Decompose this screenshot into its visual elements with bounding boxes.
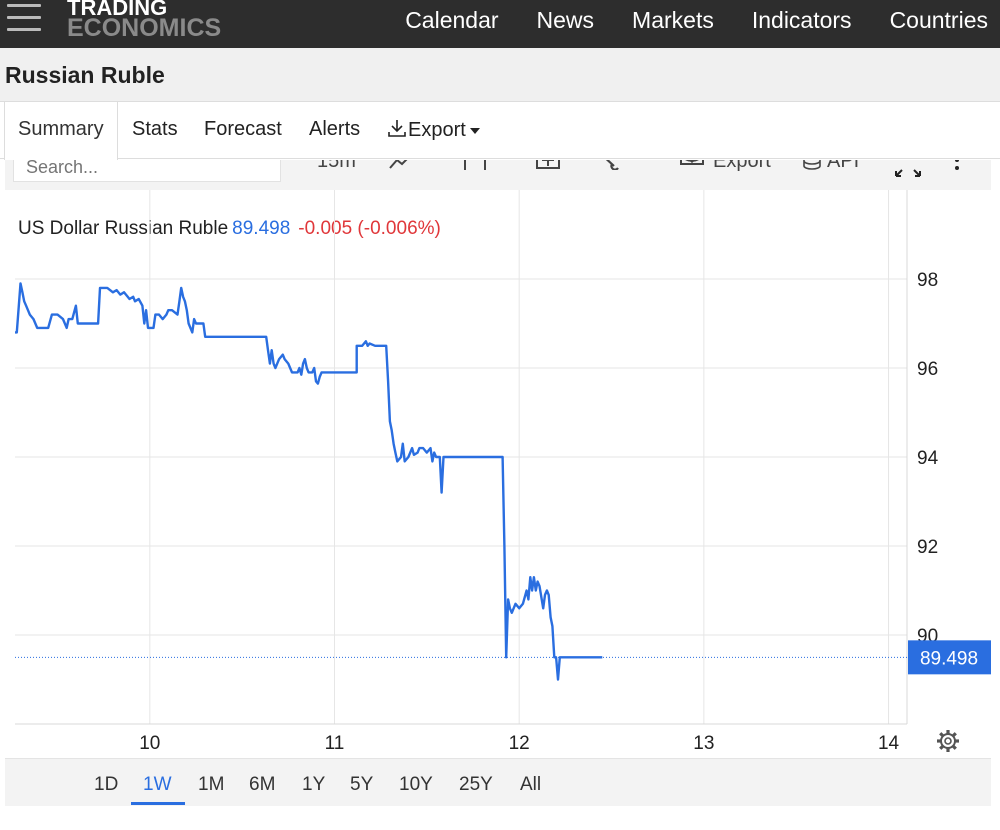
menu-icon[interactable] [7, 4, 41, 32]
more-vertical-icon[interactable] [952, 160, 962, 178]
top-navbar: TRADING ECONOMICS Calendar News Markets … [0, 0, 1000, 48]
y-tick-label: 92 [917, 537, 938, 558]
y-tick-label: 96 [917, 359, 938, 380]
chart-type-icon[interactable] [388, 160, 412, 170]
page-title: Russian Ruble [5, 62, 165, 88]
range-1m[interactable]: 1M [198, 774, 225, 795]
price-line [15, 282, 603, 681]
range-1d[interactable]: 1D [94, 774, 119, 795]
interval-selector[interactable]: 15m [317, 160, 356, 172]
tab-bar: Summary Stats Forecast Alerts Export [0, 101, 1000, 160]
tab-summary[interactable]: Summary [4, 102, 118, 160]
range-10y[interactable]: 10Y [399, 774, 433, 795]
range-25y[interactable]: 25Y [459, 774, 493, 795]
api-button[interactable]: API [827, 160, 860, 172]
last-value-badge-label: 89.498 [920, 648, 978, 669]
x-tick-label: 13 [693, 733, 714, 754]
x-tick-label: 14 [878, 733, 900, 754]
active-range-indicator [131, 802, 185, 805]
export-icon[interactable] [677, 160, 707, 170]
database-icon [803, 160, 821, 170]
price-change: -0.005 (-0.006%) [298, 218, 441, 239]
nav-countries[interactable]: Countries [889, 7, 988, 33]
fullscreen-icon[interactable] [894, 162, 922, 180]
nav-markets[interactable]: Markets [632, 7, 714, 33]
series-name: US Dollar Russian Ruble [18, 218, 229, 239]
chart-panel: 15m Export API US Dollar Russian Ruble89… [5, 160, 991, 810]
nav-news[interactable]: News [536, 7, 595, 33]
nav-indicators[interactable]: Indicators [751, 7, 852, 33]
last-value: 89.498 [232, 218, 291, 239]
tab-alerts[interactable]: Alerts [309, 118, 361, 140]
calendar-icon[interactable] [463, 160, 487, 170]
export-button[interactable]: Export [713, 160, 771, 172]
settings-gear-icon[interactable] [937, 730, 959, 752]
chart-legend: US Dollar Russian Ruble 89.498 -0.005 (-0.… [18, 218, 441, 240]
x-tick-label: 12 [509, 733, 530, 754]
nav-calendar[interactable]: Calendar [405, 7, 499, 33]
x-tick-label: 11 [325, 733, 345, 754]
range-1w[interactable]: 1W [143, 774, 172, 795]
last-value-badge [908, 640, 991, 675]
y-tick-label: 94 [917, 448, 939, 469]
wrench-icon[interactable] [598, 160, 622, 170]
tab-export[interactable]: Export [386, 118, 480, 142]
range-all[interactable]: All [520, 774, 542, 795]
logo[interactable]: TRADING ECONOMICS [67, 0, 222, 42]
range-1y[interactable]: 1Y [302, 774, 326, 795]
range-selector: 1D 1W 1M 6M 1Y 5Y 10Y 25Y All [5, 758, 991, 806]
x-tick-label: 10 [139, 733, 160, 754]
main-nav: Calendar News Markets Indicators Countri… [405, 7, 988, 34]
tab-stats[interactable]: Stats [132, 118, 178, 140]
download-icon [388, 120, 406, 137]
caret-down-icon [469, 127, 480, 134]
compare-add-icon[interactable] [535, 160, 561, 170]
range-5y[interactable]: 5Y [350, 774, 374, 795]
title-bar: Russian Ruble [0, 48, 1000, 101]
export-label: Export [408, 119, 466, 141]
search-input[interactable] [13, 160, 281, 182]
y-tick-label: 98 [917, 270, 938, 291]
tab-forecast[interactable]: Forecast [204, 118, 282, 140]
chart-toolbar: 15m Export API [5, 160, 991, 190]
range-6m[interactable]: 6M [249, 774, 276, 795]
